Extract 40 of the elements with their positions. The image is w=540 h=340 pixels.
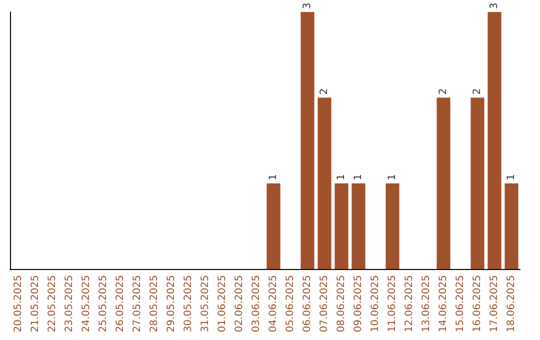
x-tick-label: 14.06.2025: [438, 275, 449, 332]
data-label: 1: [336, 174, 347, 180]
x-tick-label: 12.06.2025: [404, 275, 415, 332]
data-label: 3: [489, 2, 500, 9]
x-tick-label: 23.05.2025: [64, 275, 75, 332]
x-tick-label: 13.06.2025: [421, 275, 432, 332]
x-tick-label: 17.06.2025: [489, 275, 500, 332]
x-tick-label: 10.06.2025: [370, 275, 381, 332]
data-label: 1: [268, 174, 279, 180]
data-label: 1: [506, 174, 517, 180]
x-tick-label: 11.06.2025: [387, 275, 398, 332]
x-tick-label: 29.05.2025: [166, 275, 177, 332]
x-tick-label: 02.06.2025: [234, 275, 245, 332]
x-tick-label: 16.06.2025: [472, 275, 483, 332]
x-tick-label: 15.06.2025: [455, 275, 466, 332]
x-tick-label: 01.06.2025: [217, 275, 228, 332]
x-tick-label: 20.05.2025: [13, 275, 24, 332]
x-tick-label: 31.05.2025: [200, 275, 211, 332]
x-tick-label: 04.06.2025: [268, 275, 279, 332]
x-tick-label: 09.06.2025: [353, 275, 364, 332]
x-tick-label: 28.05.2025: [149, 275, 160, 332]
data-label: 1: [353, 174, 364, 180]
x-tick-label: 06.06.2025: [302, 275, 313, 332]
x-tick-label: 24.05.2025: [81, 275, 92, 332]
x-tick-label: 22.05.2025: [47, 275, 58, 332]
data-label: 2: [472, 88, 483, 95]
x-tick-label: 21.05.2025: [30, 275, 41, 332]
x-tick-label: 05.06.2025: [285, 275, 296, 332]
x-tick-label: 18.06.2025: [506, 275, 517, 332]
x-tick-label: 25.05.2025: [98, 275, 109, 332]
x-tick-label: 03.06.2025: [251, 275, 262, 332]
x-tick-label: 27.05.2025: [132, 275, 143, 332]
data-label: 3: [302, 2, 313, 9]
x-tick-label: 07.06.2025: [319, 275, 330, 332]
data-label: 1: [387, 174, 398, 180]
x-tick-label: 26.05.2025: [115, 275, 126, 332]
x-tick-label: 08.06.2025: [336, 275, 347, 332]
data-label: 2: [319, 88, 330, 95]
x-tick-label: 30.05.2025: [183, 275, 194, 332]
data-label: 2: [438, 88, 449, 95]
